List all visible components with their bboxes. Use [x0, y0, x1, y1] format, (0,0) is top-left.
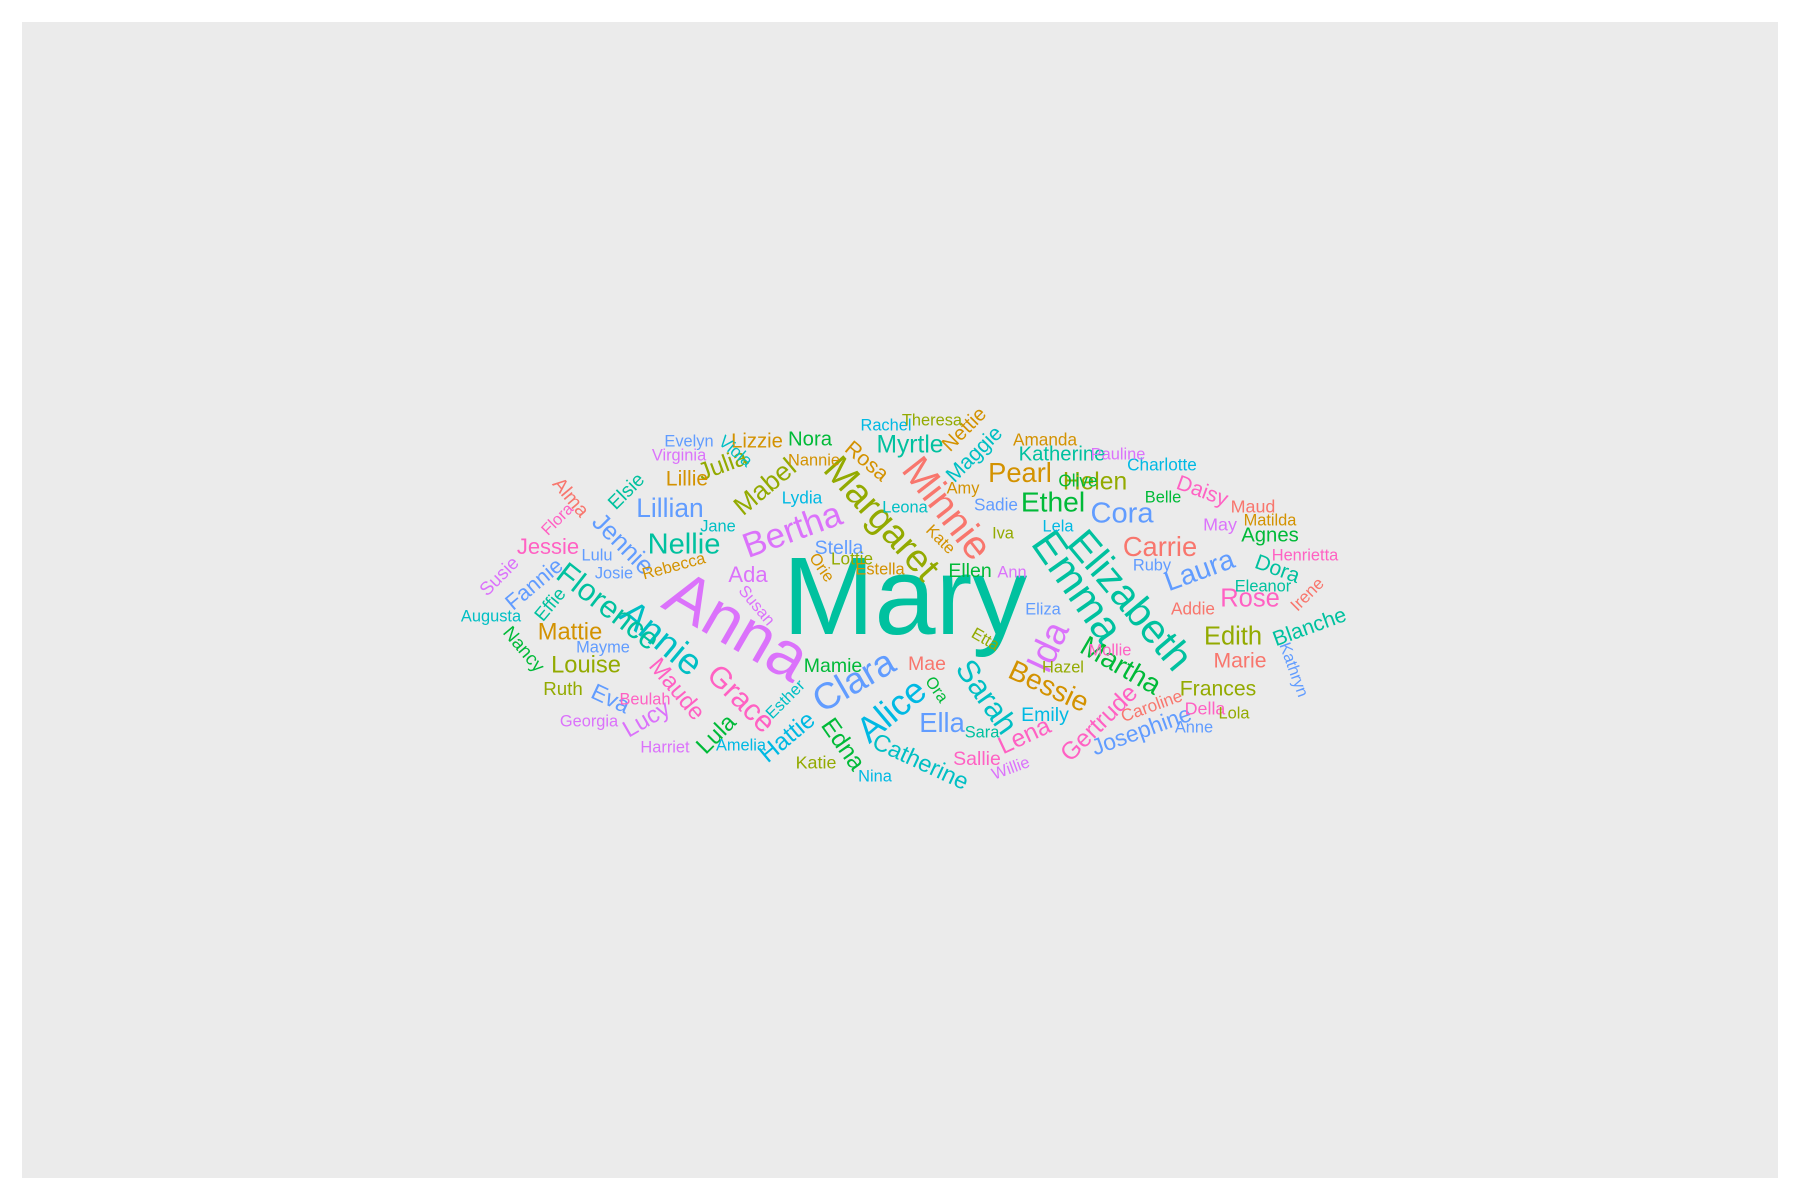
- word-ada: Ada: [728, 562, 768, 587]
- word-edith: Edith: [1204, 623, 1262, 651]
- word-katherine: Katherine: [1019, 443, 1106, 465]
- word-nina: Nina: [858, 767, 893, 785]
- word-lillian: Lillian: [636, 493, 703, 523]
- word-maud: Maud: [1231, 497, 1276, 517]
- word-estella: Estella: [855, 560, 905, 578]
- word-belle: Belle: [1145, 488, 1181, 506]
- word-marie: Marie: [1214, 650, 1267, 673]
- word-leona: Leona: [882, 498, 928, 516]
- word-ellen: Ellen: [948, 560, 991, 582]
- word-ann: Ann: [997, 563, 1026, 581]
- word-mayme: Mayme: [576, 638, 630, 656]
- word-evelyn: Evelyn: [664, 432, 713, 450]
- word-iva: Iva: [992, 524, 1015, 542]
- word-lela: Lela: [1043, 517, 1075, 535]
- word-emily: Emily: [1021, 704, 1069, 726]
- word-virginia: Virginia: [652, 446, 707, 464]
- word-pauline: Pauline: [1091, 445, 1146, 463]
- word-nellie: Nellie: [648, 529, 721, 561]
- word-jane: Jane: [700, 517, 736, 535]
- word-sara: Sara: [965, 723, 1001, 741]
- word-mary: Mary: [783, 535, 1027, 658]
- word-carrie: Carrie: [1123, 531, 1197, 562]
- word-myrtle: Myrtle: [877, 432, 944, 459]
- word-mattie: Mattie: [538, 619, 603, 645]
- word-hazel: Hazel: [1042, 658, 1084, 676]
- word-ruth: Ruth: [543, 678, 582, 699]
- word-amanda: Amanda: [1013, 430, 1077, 450]
- word-lulu: Lulu: [582, 546, 613, 564]
- word-cora: Cora: [1090, 498, 1154, 530]
- word-louise: Louise: [551, 652, 621, 678]
- plot-panel: [22, 22, 1778, 1178]
- word-anne: Anne: [1175, 718, 1213, 736]
- word-georgia: Georgia: [560, 712, 619, 730]
- word-mollie: Mollie: [1089, 641, 1132, 659]
- word-sallie: Sallie: [953, 748, 1001, 770]
- word-lydia: Lydia: [782, 488, 823, 508]
- word-henrietta: Henrietta: [1272, 546, 1339, 564]
- word-augusta: Augusta: [461, 607, 522, 625]
- word-eliza: Eliza: [1025, 600, 1061, 618]
- word-ella: Ella: [919, 707, 965, 738]
- word-amelia: Amelia: [716, 736, 767, 754]
- word-katie: Katie: [796, 753, 837, 773]
- word-josie: Josie: [595, 564, 633, 582]
- word-mamie: Mamie: [804, 655, 863, 677]
- word-pearl: Pearl: [988, 457, 1052, 488]
- word-charlotte: Charlotte: [1127, 455, 1197, 475]
- word-theresa: Theresa: [902, 411, 963, 429]
- word-olive: Olive: [1058, 471, 1097, 491]
- word-ethel: Ethel: [1021, 485, 1085, 517]
- word-nora: Nora: [788, 428, 833, 450]
- word-lizzie: Lizzie: [731, 430, 783, 452]
- word-mae: Mae: [908, 653, 946, 675]
- word-nannie: Nannie: [788, 451, 840, 469]
- word-lottie: Lottie: [831, 549, 873, 569]
- word-jessie: Jessie: [517, 534, 579, 559]
- word-helen: Helen: [1063, 469, 1127, 496]
- word-amy: Amy: [947, 479, 981, 497]
- word-frances: Frances: [1180, 678, 1257, 701]
- word-may: May: [1203, 515, 1237, 535]
- word-ruby: Ruby: [1133, 556, 1172, 574]
- word-beulah: Beulah: [619, 690, 670, 708]
- word-addie: Addie: [1171, 599, 1215, 619]
- word-kathryn: Kathryn: [1276, 640, 1312, 699]
- word-sadie: Sadie: [974, 495, 1018, 515]
- word-stella: Stella: [815, 537, 864, 559]
- word-rose: Rose: [1220, 585, 1280, 613]
- word-lola: Lola: [1219, 704, 1251, 722]
- word-agnes: Agnes: [1241, 524, 1299, 546]
- word-eleanor: Eleanor: [1235, 577, 1292, 595]
- word-rachel: Rachel: [860, 416, 911, 434]
- word-daisy: Daisy: [1173, 471, 1231, 511]
- word-della: Della: [1185, 699, 1226, 719]
- word-harriet: Harriet: [640, 738, 690, 756]
- word-matilda: Matilda: [1244, 511, 1298, 529]
- word-lillie: Lillie: [666, 468, 708, 491]
